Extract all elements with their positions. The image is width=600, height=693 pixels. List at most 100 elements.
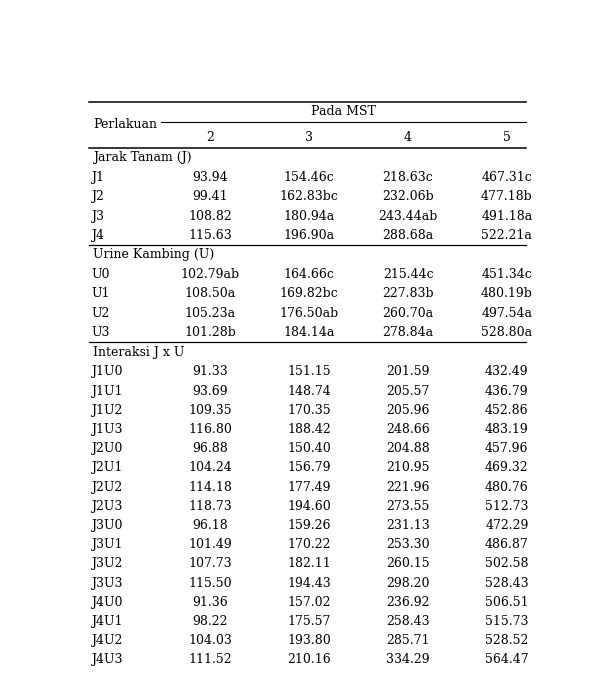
Text: 522.21a: 522.21a bbox=[481, 229, 532, 242]
Text: 109.35: 109.35 bbox=[188, 404, 232, 416]
Text: J3U1: J3U1 bbox=[91, 538, 123, 551]
Text: 156.79: 156.79 bbox=[287, 462, 331, 475]
Text: 528.80a: 528.80a bbox=[481, 326, 532, 339]
Text: 258.43: 258.43 bbox=[386, 615, 430, 628]
Text: 205.57: 205.57 bbox=[386, 385, 430, 398]
Text: J3U2: J3U2 bbox=[91, 557, 122, 570]
Text: 116.80: 116.80 bbox=[188, 423, 232, 436]
Text: 477.18b: 477.18b bbox=[481, 191, 533, 203]
Text: 170.22: 170.22 bbox=[287, 538, 331, 551]
Text: 93.69: 93.69 bbox=[193, 385, 228, 398]
Text: 96.88: 96.88 bbox=[193, 442, 229, 455]
Text: J4: J4 bbox=[91, 229, 104, 242]
Text: 91.33: 91.33 bbox=[193, 365, 229, 378]
Text: 170.35: 170.35 bbox=[287, 404, 331, 416]
Text: 457.96: 457.96 bbox=[485, 442, 529, 455]
Text: 102.79ab: 102.79ab bbox=[181, 268, 240, 281]
Text: U1: U1 bbox=[91, 288, 110, 301]
Text: 159.26: 159.26 bbox=[287, 519, 331, 532]
Text: 194.60: 194.60 bbox=[287, 500, 331, 513]
Text: 260.70a: 260.70a bbox=[382, 306, 434, 319]
Text: 467.31c: 467.31c bbox=[481, 171, 532, 184]
Text: 115.50: 115.50 bbox=[188, 577, 232, 590]
Text: J4U1: J4U1 bbox=[91, 615, 123, 628]
Text: 180.94a: 180.94a bbox=[284, 209, 335, 222]
Text: 288.68a: 288.68a bbox=[382, 229, 434, 242]
Text: 451.34c: 451.34c bbox=[481, 268, 532, 281]
Text: 154.46c: 154.46c bbox=[284, 171, 335, 184]
Text: 273.55: 273.55 bbox=[386, 500, 430, 513]
Text: 231.13: 231.13 bbox=[386, 519, 430, 532]
Text: 232.06b: 232.06b bbox=[382, 191, 434, 203]
Text: J3: J3 bbox=[91, 209, 104, 222]
Text: 175.57: 175.57 bbox=[287, 615, 331, 628]
Text: Perlakuan: Perlakuan bbox=[93, 119, 157, 131]
Text: 164.66c: 164.66c bbox=[284, 268, 335, 281]
Text: 193.80: 193.80 bbox=[287, 634, 331, 647]
Text: 169.82bc: 169.82bc bbox=[280, 288, 338, 301]
Text: 194.43: 194.43 bbox=[287, 577, 331, 590]
Text: 118.73: 118.73 bbox=[188, 500, 232, 513]
Text: J2U1: J2U1 bbox=[91, 462, 122, 475]
Text: 108.82: 108.82 bbox=[188, 209, 232, 222]
Text: J2U2: J2U2 bbox=[91, 481, 122, 493]
Text: Pada MST: Pada MST bbox=[311, 105, 376, 118]
Text: 486.87: 486.87 bbox=[485, 538, 529, 551]
Text: 480.76: 480.76 bbox=[485, 481, 529, 493]
Text: 432.49: 432.49 bbox=[485, 365, 529, 378]
Text: U3: U3 bbox=[91, 326, 110, 339]
Text: 528.52: 528.52 bbox=[485, 634, 529, 647]
Text: 188.42: 188.42 bbox=[287, 423, 331, 436]
Text: Urine Kambing (U): Urine Kambing (U) bbox=[92, 249, 214, 261]
Text: 108.50a: 108.50a bbox=[185, 288, 236, 301]
Text: 248.66: 248.66 bbox=[386, 423, 430, 436]
Text: 253.30: 253.30 bbox=[386, 538, 430, 551]
Text: 184.14a: 184.14a bbox=[284, 326, 335, 339]
Text: 204.88: 204.88 bbox=[386, 442, 430, 455]
Text: J1U2: J1U2 bbox=[91, 404, 122, 416]
Text: Interaksi J x U: Interaksi J x U bbox=[92, 346, 184, 358]
Text: 506.51: 506.51 bbox=[485, 596, 529, 609]
Text: 528.43: 528.43 bbox=[485, 577, 529, 590]
Text: 334.29: 334.29 bbox=[386, 653, 430, 667]
Text: J3U3: J3U3 bbox=[91, 577, 123, 590]
Text: 196.90a: 196.90a bbox=[284, 229, 335, 242]
Text: 236.92: 236.92 bbox=[386, 596, 430, 609]
Text: 157.02: 157.02 bbox=[287, 596, 331, 609]
Text: 483.19: 483.19 bbox=[485, 423, 529, 436]
Text: 3: 3 bbox=[305, 131, 313, 144]
Text: 221.96: 221.96 bbox=[386, 481, 430, 493]
Text: 148.74: 148.74 bbox=[287, 385, 331, 398]
Text: 111.52: 111.52 bbox=[188, 653, 232, 667]
Text: 243.44ab: 243.44ab bbox=[379, 209, 438, 222]
Text: 564.47: 564.47 bbox=[485, 653, 529, 667]
Text: J4U3: J4U3 bbox=[91, 653, 123, 667]
Text: 201.59: 201.59 bbox=[386, 365, 430, 378]
Text: 436.79: 436.79 bbox=[485, 385, 529, 398]
Text: 107.73: 107.73 bbox=[188, 557, 232, 570]
Text: 98.22: 98.22 bbox=[193, 615, 228, 628]
Text: J2U0: J2U0 bbox=[91, 442, 122, 455]
Text: 101.49: 101.49 bbox=[188, 538, 232, 551]
Text: 491.18a: 491.18a bbox=[481, 209, 532, 222]
Text: 210.95: 210.95 bbox=[386, 462, 430, 475]
Text: J1U3: J1U3 bbox=[91, 423, 123, 436]
Text: J1U1: J1U1 bbox=[91, 385, 123, 398]
Text: 99.41: 99.41 bbox=[193, 191, 228, 203]
Text: 497.54a: 497.54a bbox=[481, 306, 532, 319]
Text: J3U0: J3U0 bbox=[91, 519, 123, 532]
Text: 162.83bc: 162.83bc bbox=[280, 191, 338, 203]
Text: 114.18: 114.18 bbox=[188, 481, 232, 493]
Text: 5: 5 bbox=[503, 131, 511, 144]
Text: U2: U2 bbox=[91, 306, 110, 319]
Text: 2: 2 bbox=[206, 131, 214, 144]
Text: 472.29: 472.29 bbox=[485, 519, 529, 532]
Text: 101.28b: 101.28b bbox=[184, 326, 236, 339]
Text: 104.24: 104.24 bbox=[188, 462, 232, 475]
Text: 96.18: 96.18 bbox=[193, 519, 229, 532]
Text: 298.20: 298.20 bbox=[386, 577, 430, 590]
Text: 227.83b: 227.83b bbox=[382, 288, 434, 301]
Text: 512.73: 512.73 bbox=[485, 500, 529, 513]
Text: 285.71: 285.71 bbox=[386, 634, 430, 647]
Text: 469.32: 469.32 bbox=[485, 462, 529, 475]
